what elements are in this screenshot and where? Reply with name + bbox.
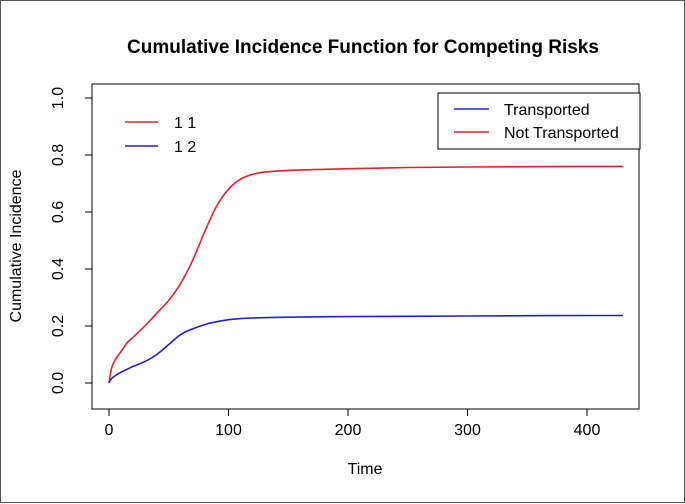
y-tick-label: 1.0	[50, 87, 67, 109]
y-tick-label: 0.2	[50, 315, 67, 337]
y-tick-label: 0.0	[50, 372, 67, 394]
chart-title: Cumulative Incidence Function for Compet…	[127, 37, 599, 58]
x-axis-label: Time	[348, 461, 383, 478]
x-tick-label: 300	[454, 422, 481, 439]
legend-outcome: Transported Not Transported	[437, 92, 641, 150]
x-tick-label: 400	[574, 422, 601, 439]
series-line-1	[108, 165, 623, 384]
y-tick-label: 0.6	[50, 201, 67, 223]
legend-outcome-label: Transported	[504, 102, 590, 119]
legend-outcome-box	[437, 92, 641, 150]
legend-outcome-label: Not Transported	[504, 125, 619, 142]
y-tick-label: 0.4	[50, 258, 67, 280]
x-tick-label: 0	[105, 422, 114, 439]
y-axis-label: Cumulative Incidence	[8, 169, 25, 322]
legend-series: 1 11 2	[125, 115, 196, 156]
x-tick-label: 200	[335, 422, 362, 439]
series-lines	[108, 165, 623, 384]
y-tick-label: 0.8	[50, 144, 67, 166]
x-tick-label: 100	[215, 422, 242, 439]
x-axis: 0 100 200 300 400	[105, 408, 601, 439]
legend-series-label: 1 2	[174, 139, 196, 156]
y-axis: 0.0 0.2 0.4 0.6 0.8 1.0	[50, 87, 93, 394]
series-line-2	[108, 314, 623, 384]
legend-series-label: 1 1	[174, 115, 196, 132]
